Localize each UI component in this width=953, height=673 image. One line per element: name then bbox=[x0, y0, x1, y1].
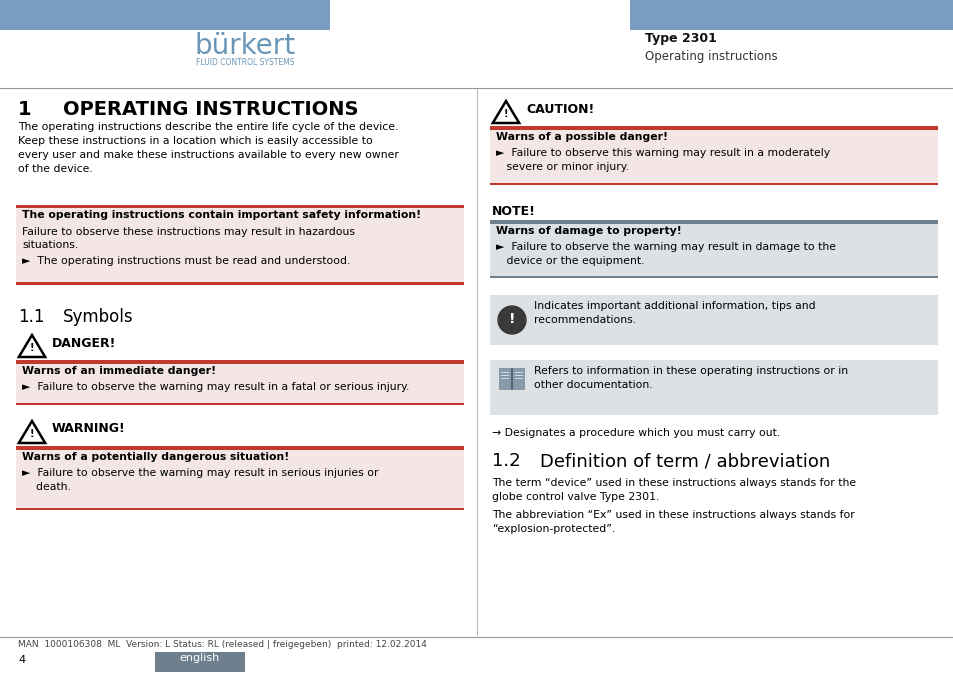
Text: bürkert: bürkert bbox=[194, 32, 295, 60]
Text: OPERATING INSTRUCTIONS: OPERATING INSTRUCTIONS bbox=[63, 100, 358, 119]
Text: Warns of a possible danger!: Warns of a possible danger! bbox=[496, 132, 667, 142]
Bar bbox=[16, 446, 463, 450]
Bar bbox=[16, 450, 463, 510]
Bar bbox=[511, 368, 513, 390]
Text: 1.2: 1.2 bbox=[492, 452, 520, 470]
Text: ►  Failure to observe the warning may result in a fatal or serious injury.: ► Failure to observe the warning may res… bbox=[22, 382, 409, 392]
Bar bbox=[16, 364, 463, 405]
Bar bbox=[515, 378, 522, 379]
Text: CAUTION!: CAUTION! bbox=[525, 103, 594, 116]
Bar bbox=[500, 375, 509, 376]
Text: Refers to information in these operating instructions or in
other documentation.: Refers to information in these operating… bbox=[534, 366, 847, 390]
Bar bbox=[629, 0, 953, 30]
Text: NOTE!: NOTE! bbox=[492, 205, 536, 218]
Bar bbox=[0, 0, 330, 30]
Text: !: ! bbox=[30, 343, 34, 353]
Text: 1.1: 1.1 bbox=[18, 308, 45, 326]
Text: FLUID CONTROL SYSTEMS: FLUID CONTROL SYSTEMS bbox=[195, 58, 294, 67]
Circle shape bbox=[497, 306, 525, 334]
Text: ►  Failure to observe the warning may result in damage to the
   device or the e: ► Failure to observe the warning may res… bbox=[496, 242, 835, 266]
Text: 1: 1 bbox=[18, 100, 31, 119]
Bar bbox=[498, 368, 524, 390]
Text: Failure to observe these instructions may result in hazardous
situations.: Failure to observe these instructions ma… bbox=[22, 227, 355, 250]
Bar bbox=[629, 0, 953, 30]
Text: !: ! bbox=[508, 312, 515, 326]
Text: !: ! bbox=[30, 429, 34, 439]
Text: DANGER!: DANGER! bbox=[52, 337, 116, 350]
Bar bbox=[490, 183, 937, 185]
Text: Definition of term / abbreviation: Definition of term / abbreviation bbox=[539, 452, 829, 470]
Text: ►  Failure to observe this warning may result in a moderately
   severe or minor: ► Failure to observe this warning may re… bbox=[496, 148, 829, 172]
Text: WARNING!: WARNING! bbox=[52, 422, 126, 435]
Text: 4: 4 bbox=[18, 655, 25, 665]
Bar bbox=[0, 0, 330, 30]
Bar bbox=[0, 0, 953, 90]
Bar bbox=[490, 130, 937, 185]
Bar bbox=[16, 282, 463, 285]
Text: Operating instructions: Operating instructions bbox=[644, 50, 777, 63]
Text: The abbreviation “Ex” used in these instructions always stands for
“explosion-pr: The abbreviation “Ex” used in these inst… bbox=[492, 510, 854, 534]
Text: MAN  1000106308  ML  Version: L Status: RL (released | freigegeben)  printed: 12: MAN 1000106308 ML Version: L Status: RL … bbox=[18, 640, 426, 649]
Text: Symbols: Symbols bbox=[63, 308, 133, 326]
Text: The operating instructions contain important safety information!: The operating instructions contain impor… bbox=[22, 210, 420, 220]
Text: english: english bbox=[180, 653, 220, 663]
Bar bbox=[16, 205, 463, 285]
Bar bbox=[490, 126, 937, 130]
Text: Indicates important additional information, tips and
recommendations.: Indicates important additional informati… bbox=[534, 301, 815, 325]
Bar bbox=[16, 205, 463, 208]
Text: ►  Failure to observe the warning may result in serious injuries or
    death.: ► Failure to observe the warning may res… bbox=[22, 468, 378, 492]
Bar bbox=[490, 224, 937, 278]
Bar bbox=[16, 360, 463, 364]
Text: Warns of damage to property!: Warns of damage to property! bbox=[496, 226, 681, 236]
Bar bbox=[16, 508, 463, 510]
Bar bbox=[490, 360, 937, 415]
Bar bbox=[16, 403, 463, 405]
Bar bbox=[490, 220, 937, 224]
Text: Warns of a potentially dangerous situation!: Warns of a potentially dangerous situati… bbox=[22, 452, 289, 462]
Bar bbox=[500, 378, 509, 379]
Text: The term “device” used in these instructions always stands for the
globe control: The term “device” used in these instruct… bbox=[492, 478, 855, 502]
Text: Type 2301: Type 2301 bbox=[644, 32, 716, 45]
Text: The operating instructions describe the entire life cycle of the device.
Keep th: The operating instructions describe the … bbox=[18, 122, 398, 174]
Bar bbox=[490, 276, 937, 278]
Bar bbox=[515, 372, 522, 373]
Text: ►  The operating instructions must be read and understood.: ► The operating instructions must be rea… bbox=[22, 256, 350, 266]
Bar bbox=[500, 372, 509, 373]
Bar bbox=[154, 652, 245, 672]
Text: → Designates a procedure which you must carry out.: → Designates a procedure which you must … bbox=[492, 428, 780, 438]
Text: !: ! bbox=[503, 109, 508, 119]
Bar bbox=[490, 295, 937, 345]
Text: Warns of an immediate danger!: Warns of an immediate danger! bbox=[22, 366, 216, 376]
Bar bbox=[515, 375, 522, 376]
